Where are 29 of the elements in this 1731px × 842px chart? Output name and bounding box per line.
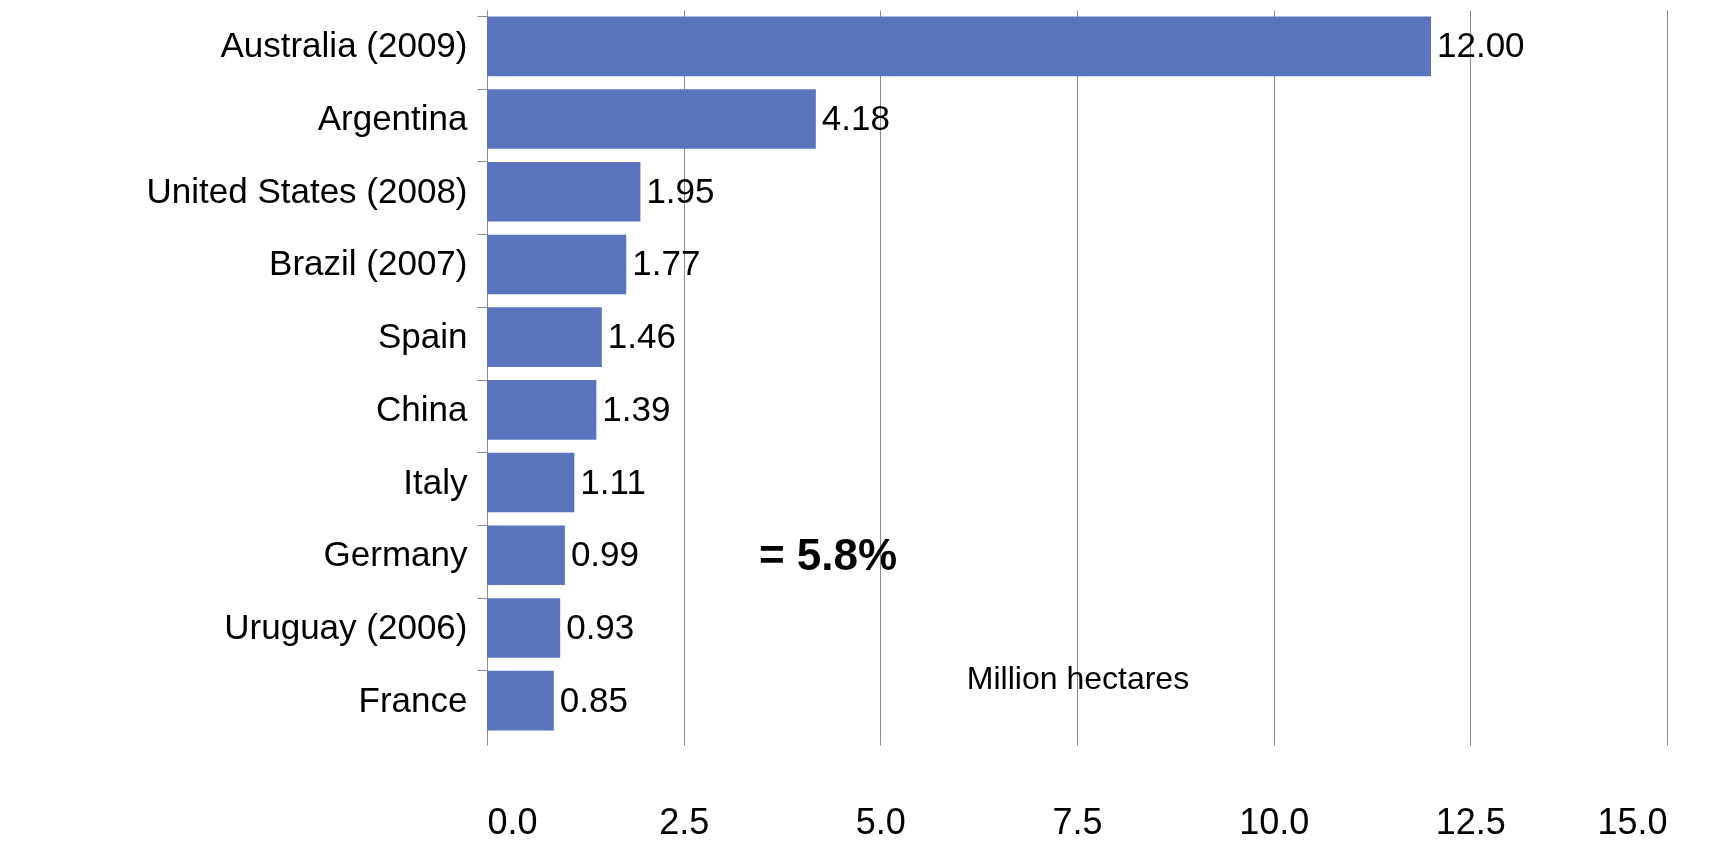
data-label: 1.95 bbox=[646, 170, 715, 210]
data-label: 0.99 bbox=[570, 534, 640, 574]
y-tick-label: Uruguay (2006) bbox=[224, 606, 468, 646]
y-tick-label: Australia (2009) bbox=[220, 25, 468, 65]
data-label: 1.77 bbox=[632, 243, 701, 283]
data-label: 12.00 bbox=[1437, 25, 1525, 65]
y-tick-label: Argentina bbox=[317, 98, 469, 138]
x-tick-label: 15.0 bbox=[1597, 800, 1668, 842]
x-tick-label: 10.0 bbox=[1239, 800, 1310, 842]
x-tick-label: 2.5 bbox=[659, 800, 710, 842]
annotation: = 5.8% bbox=[758, 530, 898, 579]
y-tick-label: United States (2008) bbox=[146, 170, 468, 210]
x-tick-label: 12.5 bbox=[1435, 800, 1506, 842]
annotation: Million hectares bbox=[966, 660, 1190, 696]
y-tick-label: China bbox=[376, 388, 469, 428]
y-tick-label: France bbox=[358, 679, 468, 719]
x-tick-label: 0.0 bbox=[487, 800, 538, 842]
data-label: 1.46 bbox=[607, 316, 676, 356]
y-tick-label: Germany bbox=[323, 534, 468, 574]
data-label: 1.39 bbox=[602, 388, 671, 428]
data-label: 0.93 bbox=[566, 606, 635, 646]
y-tick-label: Italy bbox=[403, 461, 468, 501]
x-tick-label: 7.5 bbox=[1052, 800, 1103, 842]
data-label: 1.11 bbox=[580, 461, 646, 501]
data-label: 4.18 bbox=[821, 98, 890, 138]
y-tick-label: Spain bbox=[377, 316, 468, 356]
data-label: 0.85 bbox=[559, 679, 628, 719]
x-tick-label: 5.0 bbox=[855, 800, 906, 842]
y-tick-label: Brazil (2007) bbox=[269, 243, 468, 283]
